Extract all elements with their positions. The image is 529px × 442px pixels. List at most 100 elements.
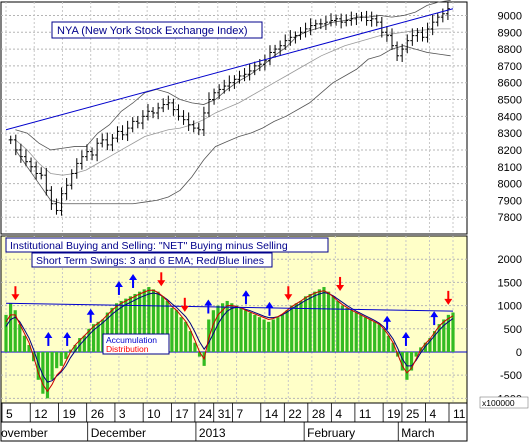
month-label: ovember [1,426,48,440]
net-buying-bar [170,307,174,352]
inst-title-box-2 [31,252,273,268]
net-buying-bar [211,310,215,352]
x-tick-label: 26 [91,407,105,421]
ohlc-bar [44,167,49,196]
net-buying-bar [244,310,248,352]
sell-signal-arrow [336,276,345,291]
arrow-head [444,298,453,305]
net-buying-bar [179,317,183,352]
price-tick-label: 7900 [498,195,522,207]
x-axis: 5 12 19 26 3 10 17 24 31 7 14 22 28 4 11 19 25 4 11 ovember… [0,402,468,442]
ohlc-bar [115,126,120,143]
ohlc-bar [125,120,130,142]
net-buying-bar [313,291,317,352]
net-buying-bar [59,351,63,366]
net-buying-bar [446,314,450,352]
net-buying-bar [193,342,197,352]
ohlc-bar [212,88,217,105]
net-buying-bar [220,303,225,352]
ohlc-bar [374,14,379,27]
ohlc-bar [79,150,84,170]
scale-note: x100000 [482,398,515,408]
net-buying-bar [331,296,335,352]
net-buying-bar [96,321,100,352]
ohlc-bar [196,122,201,135]
net-buying-bar [257,317,262,352]
ohlc-bar [313,19,318,30]
sell-signal-arrow [11,286,20,301]
net-buying-bar [290,305,294,352]
net-buying-bar [423,342,427,352]
net-buying-bar [253,314,257,352]
ohlc-bar [34,161,39,180]
ohlc-bar [23,149,28,166]
ohlc-bar [415,28,420,42]
price-tick-label: 9000 [498,10,522,22]
net-buying-bar [115,303,119,352]
net-buying-bar [184,321,188,352]
ohlc-bar [161,98,166,113]
ohlc-bar [344,14,349,27]
net-buying-bar [317,289,321,352]
ohlc-bar [171,98,176,116]
buy-signal-arrow [114,280,123,295]
ohlc-bar [181,110,186,125]
net-buying-bar [303,296,308,352]
ohlc-bar [8,135,13,145]
arrow-head [204,299,213,306]
sell-signal-arrow [157,272,166,287]
ohlc-bar [379,16,384,38]
ohlc-bar [18,143,23,163]
net-buying-bar [382,328,386,352]
net-buying-bar [73,345,77,352]
net-buying-bar [350,310,354,352]
legend-label: Accumulation [106,335,157,345]
net-buying-bar [432,331,437,352]
ohlc-bar [405,34,410,54]
net-buying-bar [442,319,446,352]
net-buying-bar [128,296,133,352]
price-tick-label: 8100 [498,162,522,174]
x-tick-label: 14 [265,407,279,421]
buy-signal-arrow [241,290,250,305]
net-buying-bar [22,335,27,352]
net-buying-bar [336,300,340,352]
net-buying-bar [142,289,146,352]
net-buying-bar [322,287,326,352]
net-buying-bar [308,293,312,352]
net-buying-bar [207,319,211,352]
ohlc-bar [400,43,405,63]
ohlc-bar [135,116,140,129]
ohlc-bar [74,158,79,179]
upper-band-line [15,0,451,151]
net-buying-bar [197,351,202,357]
x-tick-label: 17 [175,407,189,421]
net-buying-bar [409,351,414,371]
x-tick-label: 22 [288,407,302,421]
net-buying-bar [414,351,418,357]
x-tick-label: 25 [406,407,420,421]
arrow-head [129,273,138,280]
ohlc-bar [64,178,69,200]
arrow-head [401,331,410,338]
trendline [5,8,454,131]
ohlc-bar [283,34,288,50]
ohlc-bar [242,68,247,82]
price-tick-label: 8500 [498,95,522,107]
x-tick-label: 11 [359,407,372,421]
ohlc-bar [395,41,400,62]
net-buying-bar [248,312,252,352]
x-tick-label: 4 [335,407,342,421]
ohlc-bar [410,28,415,46]
ohlc-bar [145,104,150,121]
net-buying-bar [50,351,54,380]
month-label: December [91,426,146,440]
buy-signal-arrow [401,331,410,346]
buy-signal-arrow [383,315,392,330]
inst-title-box-1 [5,237,329,253]
net-buying-bar [4,314,8,352]
month-label: 2013 [199,426,226,440]
ohlc-bar [206,92,211,118]
